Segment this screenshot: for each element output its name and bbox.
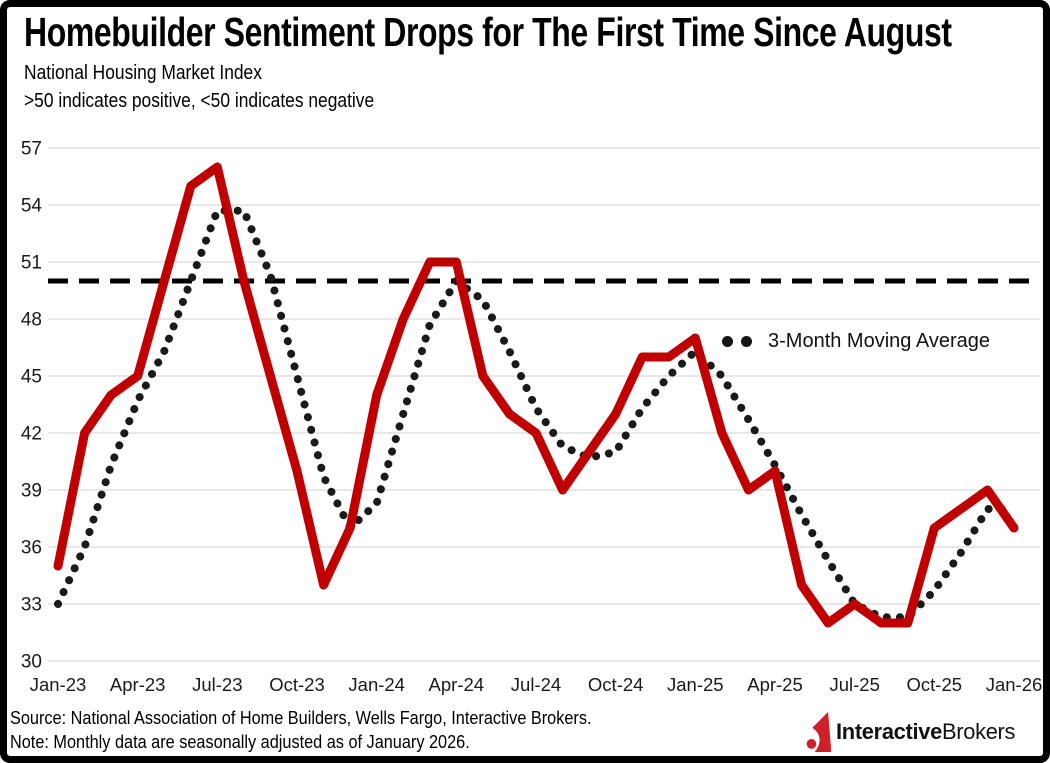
x-tick-label-Oct-23: Oct-23 <box>269 674 325 695</box>
x-tick-label-Jan-23: Jan-23 <box>30 674 87 695</box>
legend-dot-icon <box>722 335 733 347</box>
x-tick-label-Oct-24: Oct-24 <box>588 674 644 695</box>
x-tick-label-Jan-25: Jan-25 <box>667 674 724 695</box>
moving-average-line <box>54 206 1018 622</box>
y-tick-label-51: 51 <box>21 253 42 274</box>
chart-subtitle: National Housing Market Index >50 indica… <box>24 59 374 115</box>
ibkr-logo-icon <box>806 712 831 752</box>
logo-text: InteractiveBrokers <box>836 719 1015 745</box>
logo-text-regular: Brokers <box>941 719 1016 744</box>
interactive-brokers-logo: InteractiveBrokers <box>806 711 1021 753</box>
x-tick-label-Apr-25: Apr-25 <box>747 674 803 695</box>
legend-label: 3-Month Moving Average <box>768 329 990 352</box>
hmi-line <box>53 162 1019 628</box>
x-tick-label-Jan-24: Jan-24 <box>348 674 405 695</box>
x-tick-label-Apr-23: Apr-23 <box>110 674 166 695</box>
y-tick-label-33: 33 <box>21 595 42 616</box>
y-tick-label-45: 45 <box>21 367 42 388</box>
subtitle-line-1: National Housing Market Index <box>24 62 262 84</box>
source-note: Source: National Association of Home Bui… <box>10 707 592 728</box>
subtitle-line-2: >50 indicates positive, <50 indicates ne… <box>24 90 375 112</box>
y-tick-label-39: 39 <box>21 481 42 502</box>
legend-moving-average: 3-Month Moving Average <box>722 329 990 352</box>
x-tick-label-Jul-25: Jul-25 <box>830 674 880 695</box>
y-tick-label-42: 42 <box>21 424 42 445</box>
legend-dot-icon <box>741 335 752 347</box>
data-note: Note: Monthly data are seasonally adjust… <box>10 730 470 752</box>
x-tick-label-Apr-24: Apr-24 <box>429 674 485 695</box>
y-tick-label-36: 36 <box>21 538 42 559</box>
x-tick-label-Jul-24: Jul-24 <box>511 674 561 695</box>
y-tick-label-54: 54 <box>21 196 43 217</box>
y-tick-label-48: 48 <box>21 310 42 331</box>
x-tick-label-Jan-26: Jan-26 <box>986 674 1043 695</box>
y-tick-label-57: 57 <box>21 139 42 160</box>
footer-notes: Source: National Association of Home Bui… <box>10 706 592 753</box>
x-tick-label-Jul-23: Jul-23 <box>192 674 242 695</box>
logo-text-bold: Interactive <box>836 719 942 744</box>
y-tick-label-30: 30 <box>21 652 42 673</box>
x-tick-label-Oct-25: Oct-25 <box>907 674 963 695</box>
page-title: Homebuilder Sentiment Drops for The Firs… <box>24 9 952 55</box>
